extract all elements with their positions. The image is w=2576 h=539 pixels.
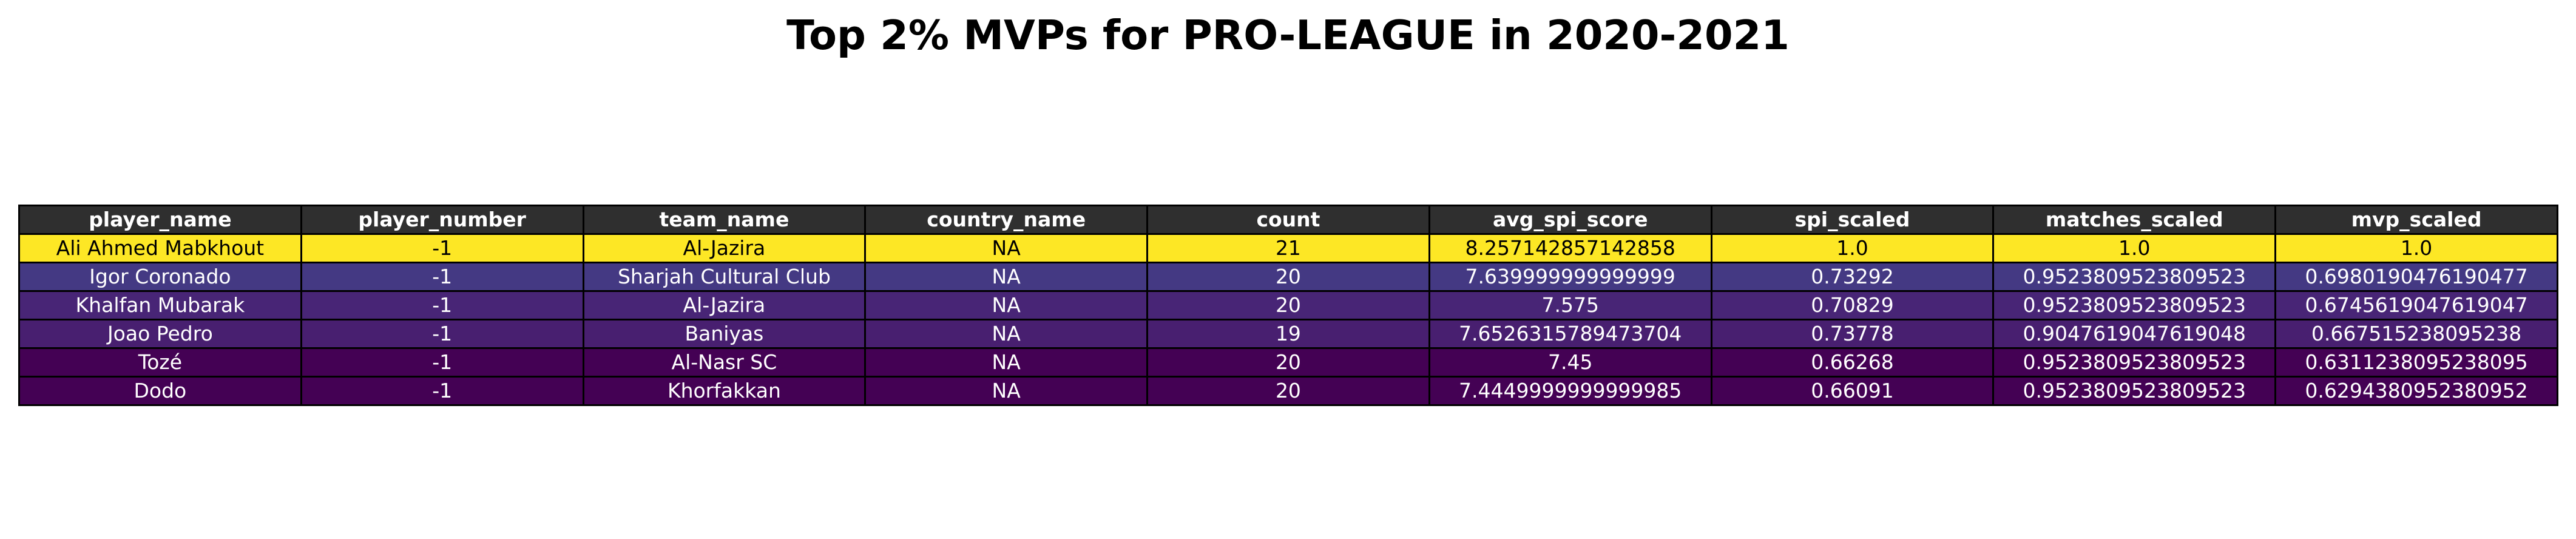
cell-matches-scaled: 0.9523809523809523	[1992, 376, 2277, 406]
table-row: Dodo -1 Khorfakkan NA 20 7.4449999999999985 0.…	[18, 376, 2558, 406]
column-header-player-number: player_number	[300, 205, 584, 235]
cell-player-number: -1	[300, 290, 584, 320]
table-body: Ali Ahmed Mabkhout -1 Al-Jazira NA 21 8.25714…	[18, 233, 2558, 406]
table-row: Ali Ahmed Mabkhout -1 Al-Jazira NA 21 8.25714…	[18, 233, 2558, 263]
cell-count: 20	[1146, 262, 1430, 292]
cell-player-number: -1	[300, 262, 584, 292]
cell-player-number: -1	[300, 319, 584, 349]
column-header-count: count	[1146, 205, 1430, 235]
cell-avg-spi-score: 7.575	[1428, 290, 1712, 320]
cell-country-name: NA	[864, 262, 1149, 292]
table-header: player_name player_number team_name country…	[18, 205, 2558, 235]
table-row: Igor Coronado -1 Sharjah Cultural Club NA 20…	[18, 262, 2558, 292]
cell-spi-scaled: 1.0	[1710, 233, 1995, 263]
column-header-team-name: team_name	[582, 205, 867, 235]
cell-count: 19	[1146, 319, 1430, 349]
cell-player-name: Tozé	[18, 347, 302, 378]
cell-player-name: Ali Ahmed Mabkhout	[18, 233, 302, 263]
cell-player-name: Igor Coronado	[18, 262, 302, 292]
cell-player-name: Joao Pedro	[18, 319, 302, 349]
cell-mvp-scaled: 0.667515238095238	[2274, 319, 2558, 349]
cell-matches-scaled: 1.0	[1992, 233, 2277, 263]
cell-avg-spi-score: 7.45	[1428, 347, 1712, 378]
cell-spi-scaled: 0.66091	[1710, 376, 1995, 406]
cell-avg-spi-score: 8.257142857142858	[1428, 233, 1712, 263]
cell-count: 20	[1146, 376, 1430, 406]
cell-matches-scaled: 0.9523809523809523	[1992, 347, 2277, 378]
cell-mvp-scaled: 1.0	[2274, 233, 2558, 263]
cell-matches-scaled: 0.9523809523809523	[1992, 290, 2277, 320]
cell-mvp-scaled: 0.6294380952380952	[2274, 376, 2558, 406]
cell-team-name: Sharjah Cultural Club	[582, 262, 867, 292]
cell-mvp-scaled: 0.6745619047619047	[2274, 290, 2558, 320]
cell-country-name: NA	[864, 376, 1149, 406]
cell-count: 21	[1146, 233, 1430, 263]
cell-avg-spi-score: 7.4449999999999985	[1428, 376, 1712, 406]
table-row: Khalfan Mubarak -1 Al-Jazira NA 20 7.575 0.708…	[18, 290, 2558, 320]
column-header-player-name: player_name	[18, 205, 302, 235]
cell-count: 20	[1146, 290, 1430, 320]
cell-country-name: NA	[864, 347, 1149, 378]
cell-spi-scaled: 0.73292	[1710, 262, 1995, 292]
cell-count: 20	[1146, 347, 1430, 378]
cell-player-name: Dodo	[18, 376, 302, 406]
cell-team-name: Baniyas	[582, 319, 867, 349]
column-header-mvp-scaled: mvp_scaled	[2274, 205, 2558, 235]
cell-player-number: -1	[300, 376, 584, 406]
cell-avg-spi-score: 7.6526315789473704	[1428, 319, 1712, 349]
column-header-country-name: country_name	[864, 205, 1149, 235]
header-row: player_name player_number team_name country…	[18, 205, 2558, 235]
chart-title: Top 2% MVPs for PRO-LEAGUE in 2020-2021	[786, 12, 1790, 59]
cell-mvp-scaled: 0.6980190476190477	[2274, 262, 2558, 292]
cell-player-number: -1	[300, 347, 584, 378]
cell-team-name: Al-Jazira	[582, 290, 867, 320]
column-header-matches-scaled: matches_scaled	[1992, 205, 2277, 235]
cell-country-name: NA	[864, 290, 1149, 320]
column-header-avg-spi-score: avg_spi_score	[1428, 205, 1712, 235]
cell-country-name: NA	[864, 233, 1149, 263]
mvp-table: player_name player_number team_name country…	[18, 205, 2558, 406]
column-header-spi-scaled: spi_scaled	[1710, 205, 1995, 235]
cell-country-name: NA	[864, 319, 1149, 349]
cell-player-number: -1	[300, 233, 584, 263]
cell-spi-scaled: 0.73778	[1710, 319, 1995, 349]
cell-team-name: Al-Nasr SC	[582, 347, 867, 378]
cell-matches-scaled: 0.9523809523809523	[1992, 262, 2277, 292]
cell-avg-spi-score: 7.639999999999999	[1428, 262, 1712, 292]
cell-team-name: Khorfakkan	[582, 376, 867, 406]
cell-mvp-scaled: 0.6311238095238095	[2274, 347, 2558, 378]
cell-player-name: Khalfan Mubarak	[18, 290, 302, 320]
mvp-table-container: player_name player_number team_name country…	[18, 205, 2558, 406]
table-row: Tozé -1 Al-Nasr SC NA 20 7.45 0.66268 0.9523809…	[18, 347, 2558, 378]
table-row: Joao Pedro -1 Baniyas NA 19 7.652631578947370…	[18, 319, 2558, 349]
cell-spi-scaled: 0.70829	[1710, 290, 1995, 320]
cell-matches-scaled: 0.9047619047619048	[1992, 319, 2277, 349]
cell-spi-scaled: 0.66268	[1710, 347, 1995, 378]
cell-team-name: Al-Jazira	[582, 233, 867, 263]
